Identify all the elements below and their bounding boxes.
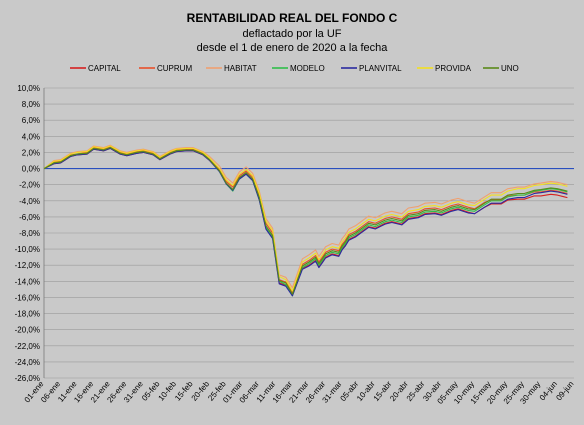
- y-tick-label: -26,0%: [15, 374, 40, 383]
- series-line-provida: [43, 145, 568, 292]
- chart-title: RENTABILIDAD REAL DEL FONDO C: [187, 11, 398, 25]
- y-tick-label: 8,0%: [22, 100, 40, 109]
- y-tick-label: -14,0%: [15, 277, 40, 286]
- legend-label: MODELO: [290, 64, 325, 73]
- y-tick-label: -8,0%: [19, 229, 40, 238]
- y-tick-label: -20,0%: [15, 326, 40, 335]
- y-tick-label: -16,0%: [15, 293, 40, 302]
- series-line-uno: [43, 147, 568, 295]
- legend: CAPITAL CUPRUM HABITAT MODELO PLANVITAL PROVI…: [70, 64, 519, 73]
- series-group: [43, 144, 568, 297]
- y-tick-label: -4,0%: [19, 197, 40, 206]
- y-tick-label: 4,0%: [22, 132, 40, 141]
- y-tick-label: 6,0%: [22, 116, 40, 125]
- y-axis: 10,0% 8,0% 6,0% 4,0% 2,0% 0,0% -2,0% -4,0% -6,0%…: [15, 84, 45, 383]
- series-line-habitat: [43, 144, 568, 289]
- y-tick-label: -2,0%: [19, 181, 40, 190]
- series-line-planvital: [43, 147, 568, 297]
- y-tick-label: 0,0%: [22, 165, 40, 174]
- legend-label: CAPITAL: [88, 64, 121, 73]
- y-tick-label: -10,0%: [15, 245, 40, 254]
- y-tick-label: 10,0%: [17, 84, 40, 93]
- y-tick-label: 2,0%: [22, 148, 40, 157]
- legend-label: PROVIDA: [435, 64, 472, 73]
- y-tick-label: -12,0%: [15, 261, 40, 270]
- y-tick-label: -22,0%: [15, 342, 40, 351]
- legend-label: PLANVITAL: [359, 64, 402, 73]
- legend-label: CUPRUM: [157, 64, 192, 73]
- series-line-cuprum: [43, 146, 568, 294]
- legend-label: UNO: [501, 64, 519, 73]
- y-tick-label: -6,0%: [19, 213, 40, 222]
- chart-subtitle-line-1: deflactado por la UF: [242, 28, 341, 40]
- legend-label: HABITAT: [224, 64, 257, 73]
- y-tick-label: -24,0%: [15, 358, 40, 367]
- chart-subtitle-line-2: desde el 1 de enero de 2020 a la fecha: [197, 42, 389, 54]
- y-tick-label: -18,0%: [15, 310, 40, 319]
